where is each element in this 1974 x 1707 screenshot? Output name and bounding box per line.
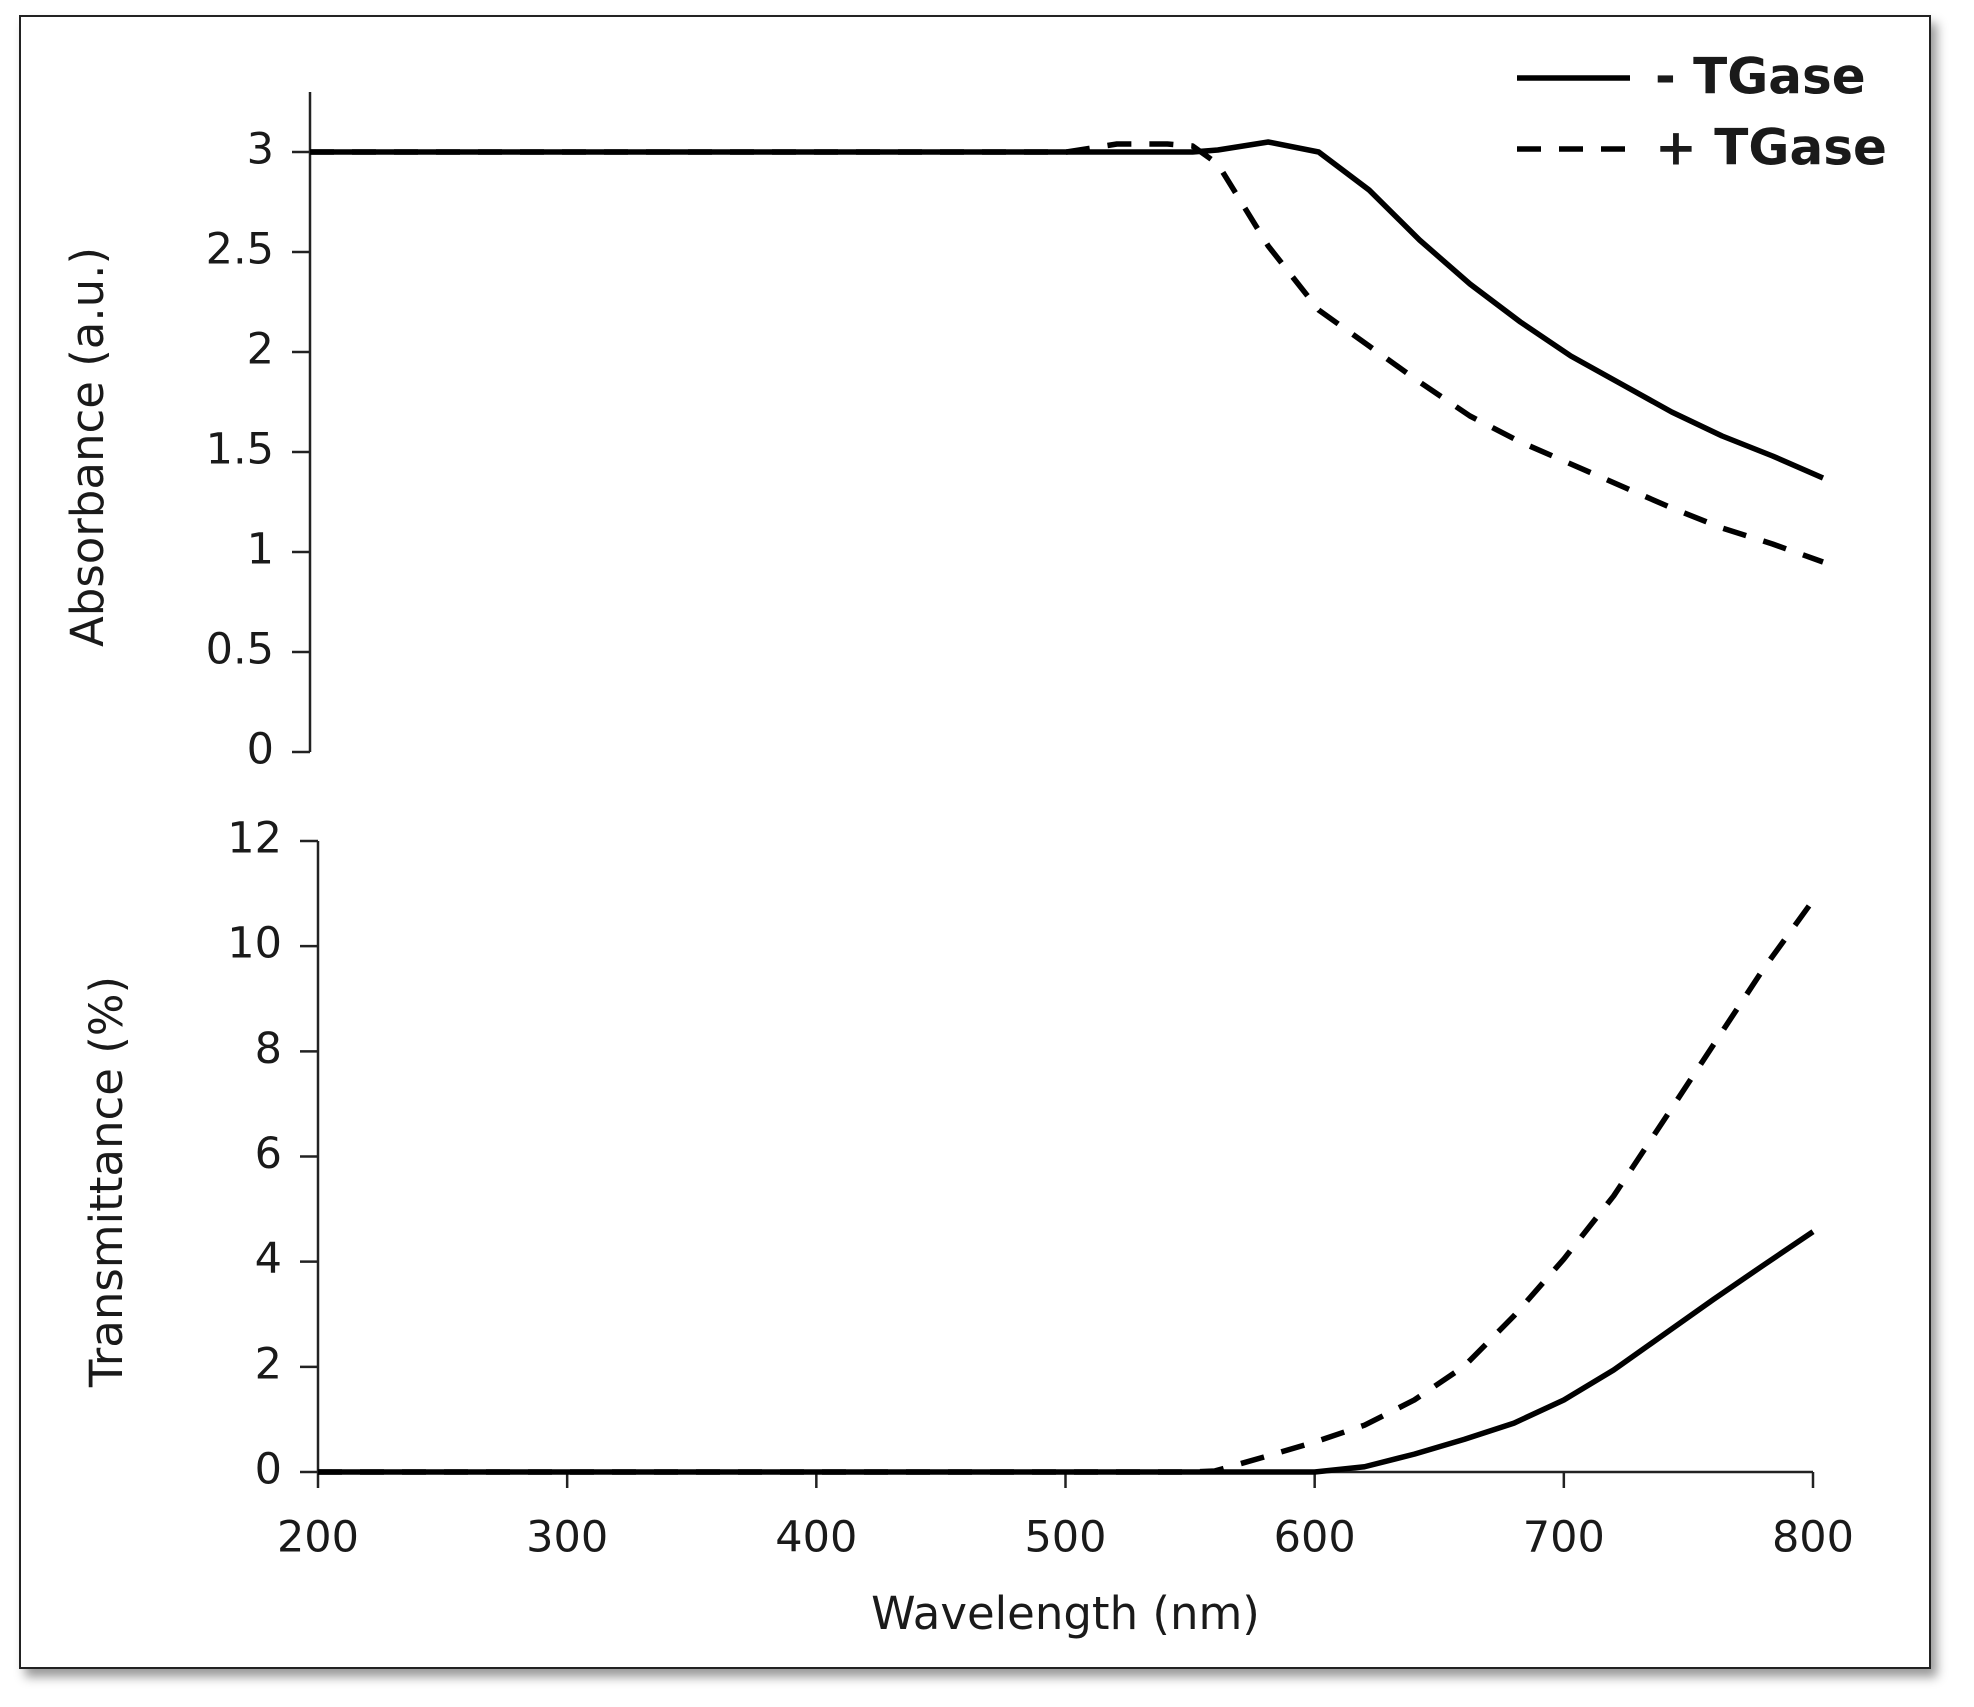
x-tick-label: 400 [775, 1513, 857, 1563]
y-tick-label: 8 [255, 1024, 282, 1074]
y-tick-label: 0.5 [206, 625, 274, 675]
y-tick-label: 4 [255, 1234, 282, 1284]
data-line [318, 898, 1816, 1475]
y-tick-label: 2 [247, 325, 274, 375]
data-line [318, 1229, 1815, 1475]
y-tick-label: 2 [255, 1339, 282, 1389]
y-tick-label: 6 [255, 1129, 282, 1179]
data-line [310, 139, 1825, 481]
y-tick-label: 1.5 [206, 425, 274, 475]
figure-frame [19, 15, 1931, 1669]
x-tick-label: 200 [277, 1513, 359, 1563]
y-tick-label: 3 [247, 125, 274, 175]
y-tick-label: 10 [227, 919, 282, 969]
y-tick-label: 0 [247, 725, 274, 775]
y-tick-label: 1 [247, 525, 274, 575]
x-tick-label: 600 [1274, 1513, 1356, 1563]
legend-label: - TGase [1655, 48, 1866, 106]
x-tick-label: 800 [1772, 1513, 1854, 1563]
legend-label: + TGase [1655, 119, 1887, 177]
x-axis-label: Wavelength (nm) [871, 1587, 1260, 1640]
y-tick-label: 12 [227, 814, 282, 864]
x-tick-label: 700 [1523, 1513, 1605, 1563]
y-axis-label: Absorbance (a.u.) [61, 247, 114, 647]
x-tick-label: 500 [1024, 1513, 1106, 1563]
x-tick-label: 300 [526, 1513, 608, 1563]
y-axis-label: Transmittance (%) [80, 976, 133, 1388]
data-line [310, 141, 1824, 565]
y-tick-label: 0 [255, 1445, 282, 1495]
y-tick-label: 2.5 [206, 225, 274, 275]
